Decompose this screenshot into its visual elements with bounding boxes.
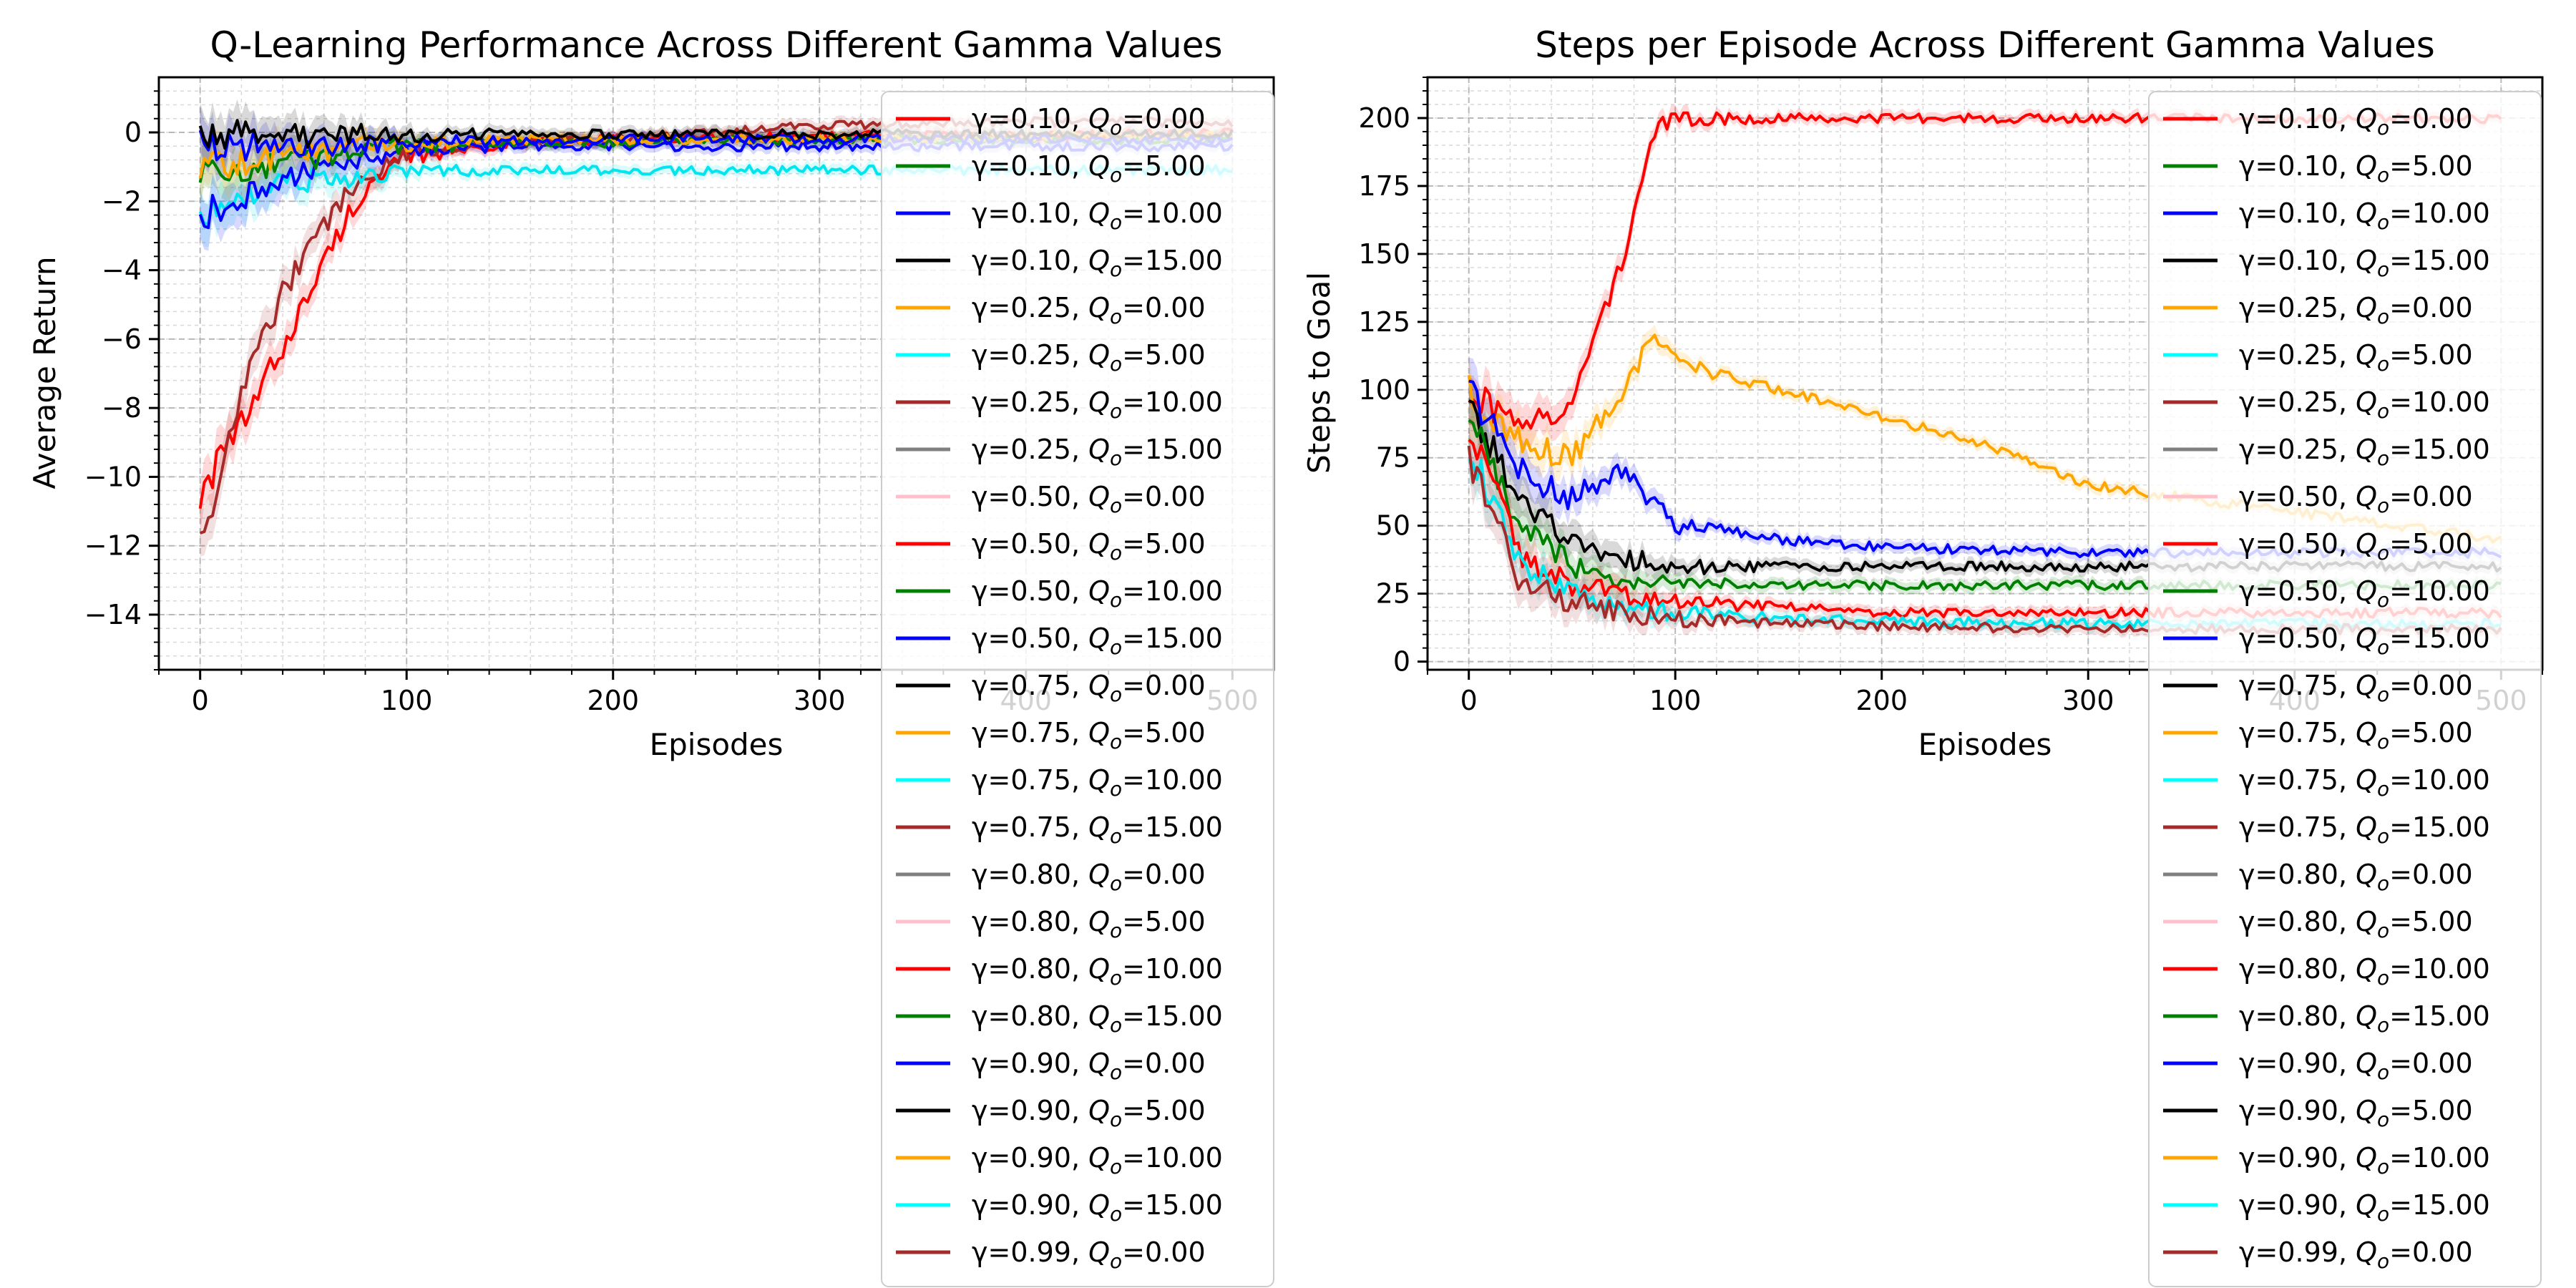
legend-label: γ=0.50, Qo=0.00 <box>972 481 1206 517</box>
y-tick-label: 175 <box>1358 170 1410 202</box>
legend-label: γ=0.75, Qo=0.00 <box>972 670 1206 706</box>
axis-ticks: 01002003004005000−2−4−6−8−10−12−14 <box>84 90 1274 716</box>
x-tick-label: 0 <box>192 685 209 716</box>
x-axis-label: Episodes <box>1918 727 2052 762</box>
legend-label: γ=0.80, Qo=10.00 <box>972 953 1223 990</box>
legend-label: γ=0.10, Qo=5.00 <box>2239 150 2473 187</box>
legend: γ=0.10, Qo=0.00 γ=0.10, Qo=5.00 γ=0.10, Qo… <box>2148 91 2542 1287</box>
legend-label: γ=0.25, Qo=15.00 <box>972 434 1223 470</box>
y-tick-label: 200 <box>1358 102 1410 134</box>
y-tick-label: 100 <box>1358 374 1410 406</box>
steps-chart: Steps per Episode Across Different Gamma… <box>1302 24 2544 1287</box>
legend-label: γ=0.90, Qo=5.00 <box>2239 1095 2473 1131</box>
legend-label: γ=0.80, Qo=10.00 <box>2239 953 2490 990</box>
legend-label: γ=0.50, Qo=0.00 <box>2239 481 2473 517</box>
legend-label: γ=0.50, Qo=5.00 <box>2239 528 2473 565</box>
legend-label: γ=0.75, Qo=15.00 <box>2239 811 2490 848</box>
y-tick-label: 125 <box>1358 306 1410 338</box>
legend-box <box>881 91 1274 1287</box>
series-band <box>1468 324 2502 548</box>
legend-label: γ=0.75, Qo=0.00 <box>2239 670 2473 706</box>
y-tick-label: −2 <box>102 185 142 217</box>
chart-title: Q-Learning Performance Across Different … <box>210 24 1222 66</box>
y-tick-label: −12 <box>84 530 142 562</box>
legend-label: γ=0.10, Qo=10.00 <box>2239 197 2490 234</box>
y-tick-label: 50 <box>1376 510 1410 542</box>
legend-label: γ=0.50, Qo=15.00 <box>972 623 1223 659</box>
series-band <box>1468 104 2502 448</box>
series-band <box>200 99 1233 170</box>
y-tick-label: 75 <box>1376 442 1410 474</box>
legend-label: γ=0.25, Qo=10.00 <box>2239 386 2490 423</box>
legend-label: γ=0.90, Qo=15.00 <box>972 1189 1223 1226</box>
x-tick-label: 300 <box>794 685 846 716</box>
y-tick-label: −10 <box>84 461 142 492</box>
y-tick-label: −8 <box>102 392 142 424</box>
y-tick-label: 0 <box>1393 646 1410 678</box>
y-tick-label: −14 <box>84 599 142 630</box>
x-tick-label: 0 <box>1460 685 1478 716</box>
plot-frame <box>1426 76 2544 671</box>
legend-label: γ=0.80, Qo=0.00 <box>972 859 1206 895</box>
legend-label: γ=0.25, Qo=15.00 <box>2239 434 2490 470</box>
x-tick-label: 100 <box>381 685 433 716</box>
legend-label: γ=0.75, Qo=15.00 <box>972 811 1223 848</box>
legend-label: γ=0.99, Qo=0.00 <box>972 1236 1206 1273</box>
x-tick-label: 100 <box>1649 685 1702 716</box>
legend-label: γ=0.50, Qo=10.00 <box>2239 575 2490 612</box>
series-band <box>200 106 1233 182</box>
legend-label: γ=0.50, Qo=15.00 <box>2239 623 2490 659</box>
y-tick-label: −6 <box>102 323 142 355</box>
legend-label: γ=0.10, Qo=15.00 <box>972 245 1223 281</box>
y-tick-label: 25 <box>1376 578 1410 610</box>
legend-label: γ=0.25, Qo=0.00 <box>2239 292 2473 328</box>
legend-label: γ=0.75, Qo=5.00 <box>972 717 1206 753</box>
y-tick-label: 0 <box>125 117 142 148</box>
legend-label: γ=0.50, Qo=5.00 <box>972 528 1206 565</box>
x-tick-label: 300 <box>2062 685 2114 716</box>
returns-chart: Q-Learning Performance Across Different … <box>27 24 1275 1287</box>
legend-label: γ=0.80, Qo=15.00 <box>972 1000 1223 1037</box>
legend-label: γ=0.75, Qo=5.00 <box>2239 717 2473 753</box>
legend-label: γ=0.80, Qo=15.00 <box>2239 1000 2490 1037</box>
y-tick-label: −4 <box>102 255 142 286</box>
x-axis-label: Episodes <box>650 727 784 762</box>
legend-label: γ=0.75, Qo=10.00 <box>2239 764 2490 801</box>
legend-label: γ=0.80, Qo=0.00 <box>2239 859 2473 895</box>
legend-label: γ=0.10, Qo=0.00 <box>972 103 1206 140</box>
y-axis-label: Steps to Goal <box>1302 272 1337 474</box>
legend-label: γ=0.10, Qo=0.00 <box>2239 103 2473 140</box>
legend-label: γ=0.90, Qo=5.00 <box>972 1095 1206 1131</box>
legend-label: γ=0.25, Qo=10.00 <box>972 386 1223 423</box>
legend: γ=0.10, Qo=0.00 γ=0.10, Qo=5.00 γ=0.10, Qo… <box>881 91 1274 1287</box>
legend-label: γ=0.25, Qo=0.00 <box>972 292 1206 328</box>
legend-label: γ=0.75, Qo=10.00 <box>972 764 1223 801</box>
y-axis-label: Average Return <box>27 256 62 489</box>
legend-label: γ=0.90, Qo=10.00 <box>972 1142 1223 1179</box>
y-tick-label: 150 <box>1358 238 1410 270</box>
legend-label: γ=0.80, Qo=5.00 <box>2239 906 2473 942</box>
legend-label: γ=0.90, Qo=15.00 <box>2239 1189 2490 1226</box>
legend-label: γ=0.10, Qo=5.00 <box>972 150 1206 187</box>
legend-label: γ=0.50, Qo=10.00 <box>972 575 1223 612</box>
legend-box <box>2148 91 2542 1287</box>
legend-label: γ=0.90, Qo=10.00 <box>2239 1142 2490 1179</box>
legend-label: γ=0.25, Qo=5.00 <box>2239 339 2473 376</box>
legend-label: γ=0.25, Qo=5.00 <box>972 339 1206 376</box>
legend-label: γ=0.90, Qo=0.00 <box>972 1048 1206 1084</box>
x-tick-label: 200 <box>587 685 639 716</box>
chart-title: Steps per Episode Across Different Gamma… <box>1535 24 2435 66</box>
legend-label: γ=0.80, Qo=5.00 <box>972 906 1206 942</box>
legend-label: γ=0.90, Qo=0.00 <box>2239 1048 2473 1084</box>
x-tick-label: 200 <box>1855 685 1908 716</box>
legend-label: γ=0.99, Qo=0.00 <box>2239 1236 2473 1273</box>
legend-label: γ=0.10, Qo=15.00 <box>2239 245 2490 281</box>
legend-label: γ=0.10, Qo=10.00 <box>972 197 1223 234</box>
